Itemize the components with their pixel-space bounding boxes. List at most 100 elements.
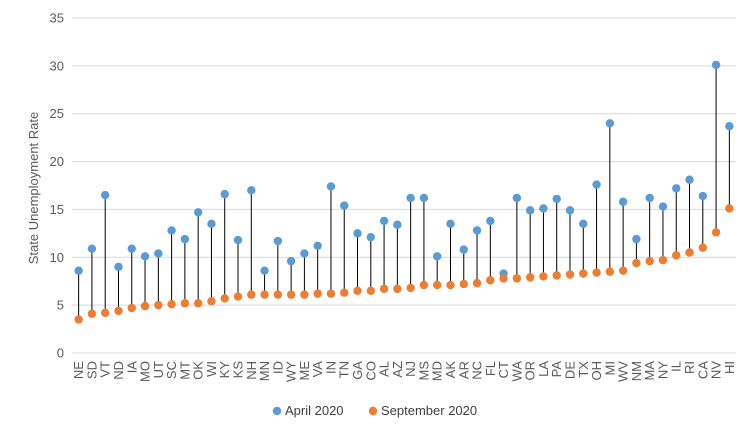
x-tick-label-tx: TX [576, 361, 591, 378]
point-september-me [300, 290, 309, 299]
x-tick-label-il: IL [669, 361, 684, 372]
point-april-mt [180, 234, 190, 244]
point-april-wy [286, 256, 296, 266]
point-september-nj [406, 283, 415, 293]
x-tick-label-wi: WI [204, 361, 219, 377]
point-september-id [273, 290, 283, 299]
point-april-ut [154, 249, 163, 258]
point-september-or [525, 273, 535, 282]
point-september-ut [154, 300, 163, 310]
point-september-va [313, 289, 322, 298]
x-tick-label-ia: IA [124, 361, 139, 374]
point-september-md [433, 280, 442, 290]
point-september-az [393, 284, 402, 294]
y-tick-label: 25 [50, 106, 64, 121]
point-september-mi [605, 267, 615, 276]
point-april-il [672, 184, 681, 193]
point-september-ks [233, 292, 243, 301]
point-september-wv [618, 266, 628, 275]
x-tick-label-mt: MT [177, 361, 192, 380]
point-april-tn [340, 201, 349, 210]
point-april-nd [114, 262, 123, 272]
point-april-ia [127, 244, 136, 253]
point-april-vt [101, 190, 110, 200]
point-april-wv [618, 197, 628, 206]
point-april-mi [605, 119, 615, 128]
point-september-ak [446, 280, 455, 290]
x-tick-label-de: DE [563, 361, 578, 379]
x-tick-label-ct: CT [496, 361, 511, 378]
x-tick-label-wa: WA [509, 361, 524, 382]
y-tick-label: 15 [50, 202, 64, 217]
point-september-mo [140, 301, 150, 311]
point-april-nj [406, 193, 415, 203]
point-april-oh [592, 180, 601, 189]
point-april-ks [233, 235, 243, 245]
point-april-id [273, 236, 283, 246]
x-tick-label-ri: RI [682, 361, 697, 374]
x-tick-label-ar: AR [456, 361, 471, 379]
point-september-hi [725, 204, 734, 213]
x-tick-label-nj: NJ [403, 361, 418, 377]
point-september-sd [87, 309, 97, 318]
point-april-ri [685, 175, 694, 184]
point-september-nm [632, 258, 641, 268]
point-april-co [366, 232, 375, 242]
x-tick-label-mi: MI [602, 361, 617, 375]
series-april-points [74, 60, 734, 278]
stems [78, 64, 730, 320]
x-tick-label-or: OR [523, 361, 538, 381]
point-september-ar [459, 279, 468, 289]
point-april-pa [552, 194, 561, 204]
point-april-ak [446, 219, 455, 228]
point-april-ar [459, 245, 468, 254]
x-tick-label-ok: OK [191, 361, 206, 380]
point-september-al [379, 284, 389, 294]
point-april-nv [711, 60, 721, 70]
point-september-co [366, 286, 375, 295]
legend: April 2020 September 2020 [272, 403, 477, 418]
point-september-nv [711, 228, 721, 237]
y-tick-label: 20 [50, 154, 64, 169]
x-tick-label-ma: MA [642, 361, 657, 381]
x-tick-label-al: AL [377, 361, 392, 377]
legend-label-april: April 2020 [285, 403, 344, 418]
point-september-fl [486, 276, 495, 285]
point-september-ia [127, 303, 136, 313]
x-tick-label-nd: ND [111, 361, 126, 380]
point-april-ne [74, 266, 83, 275]
x-tick-label-nc: NC [470, 361, 485, 380]
y-tick-label: 30 [50, 58, 64, 73]
point-september-ne [74, 315, 83, 324]
point-september-wi [207, 297, 216, 306]
point-september-nd [114, 306, 123, 316]
x-tick-label-co: CO [363, 361, 378, 381]
point-september-ky [220, 294, 229, 303]
point-april-ny [658, 202, 668, 211]
x-tick-label-nh: NH [244, 361, 259, 380]
point-april-nc [472, 226, 482, 235]
point-april-md [433, 252, 442, 261]
y-tick-label: 0 [57, 346, 64, 361]
point-april-az [393, 220, 402, 229]
legend-marker-april [272, 406, 282, 416]
point-september-ok [193, 299, 203, 308]
point-september-wy [286, 290, 296, 299]
point-september-tx [579, 269, 588, 278]
y-tick-label: 35 [50, 11, 64, 26]
point-april-nm [632, 234, 641, 244]
point-april-wa [512, 193, 522, 203]
point-september-pa [552, 271, 561, 280]
point-september-il [672, 251, 681, 260]
point-april-mo [140, 252, 150, 261]
point-september-ga [353, 286, 362, 295]
point-april-ok [193, 208, 203, 217]
point-september-nc [472, 278, 482, 288]
point-april-ga [353, 229, 362, 238]
x-tick-label-in: IN [323, 361, 338, 374]
point-april-ma [645, 193, 654, 203]
x-tick-label-va: VA [310, 361, 325, 378]
x-tick-label-hi: HI [722, 361, 737, 374]
point-september-in [326, 289, 336, 298]
